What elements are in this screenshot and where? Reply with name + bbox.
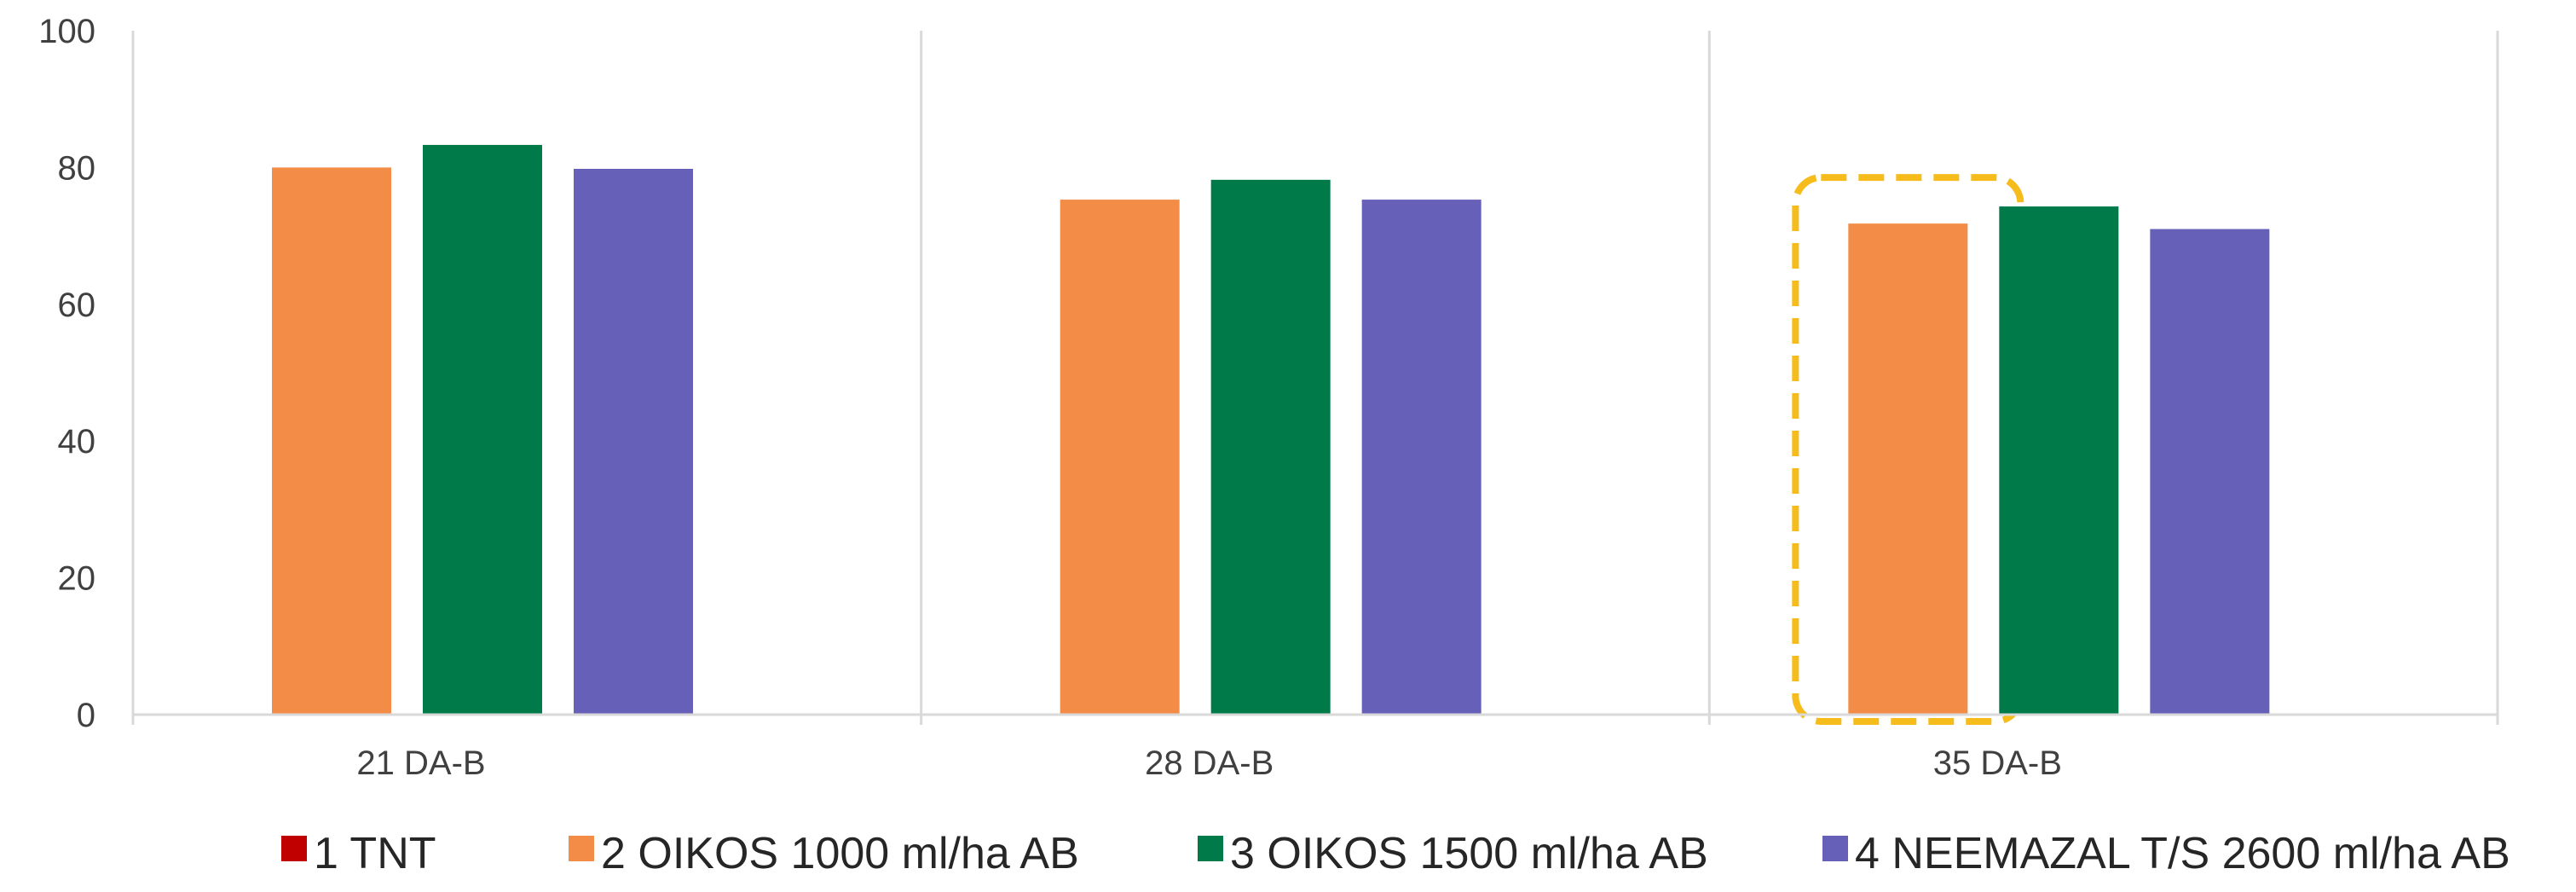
- legend: 1 TNT 2 OIKOS 1000 ml/ha AB 3 OIKOS 1500 m…: [281, 829, 2510, 878]
- legend-label: 4 NEEMAZAL T/S 2600 ml/ha AB: [1855, 829, 2510, 878]
- legend-swatch-1-tnt: [281, 836, 307, 861]
- bar-3-oikos-1500-ml-ha-ab-21-da-b: [423, 144, 542, 715]
- bar-3-oikos-1500-ml-ha-ab-28-da-b: [1210, 179, 1331, 715]
- bar-4-neemazal-t-s-2600-ml-ha-ab-35-da-b: [2150, 229, 2270, 715]
- y-tick-label: 60: [58, 287, 96, 324]
- y-tick-label: 40: [58, 423, 96, 460]
- bar-3-oikos-1500-ml-ha-ab-35-da-b: [1999, 206, 2119, 715]
- y-tick-label: 100: [38, 13, 95, 50]
- x-tick-label: 28 DA-B: [1145, 744, 1274, 782]
- legend-swatch-4-neemazal-t-s-2600-ml-ha-ab: [1822, 836, 1848, 861]
- legend-swatch-2-oikos-1000-ml-ha-ab: [569, 836, 594, 861]
- y-tick-label: 0: [77, 697, 95, 734]
- bar-2-oikos-1000-ml-ha-ab-21-da-b: [272, 167, 391, 715]
- grid: [131, 31, 2499, 725]
- legend-label: 1 TNT: [314, 829, 436, 878]
- x-tick-label: 35 DA-B: [1933, 744, 2062, 782]
- legend-label: 3 OIKOS 1500 ml/ha AB: [1230, 829, 1708, 878]
- bar-2-oikos-1000-ml-ha-ab-35-da-b: [1848, 223, 1968, 715]
- bars: [272, 144, 2270, 725]
- axes: 0 20 40 60 80 100 21 DA-B 28 DA-B 35 DA-B: [38, 13, 2498, 782]
- bar-2-oikos-1000-ml-ha-ab-28-da-b: [1060, 200, 1180, 715]
- x-tick-label: 21 DA-B: [356, 744, 485, 782]
- y-tick-label: 80: [58, 149, 96, 187]
- bar-4-neemazal-t-s-2600-ml-ha-ab-28-da-b: [1361, 200, 1481, 715]
- bar-4-neemazal-t-s-2600-ml-ha-ab-21-da-b: [574, 169, 693, 715]
- legend-label: 2 OIKOS 1000 ml/ha AB: [601, 829, 1079, 878]
- legend-swatch-3-oikos-1500-ml-ha-ab: [1198, 836, 1223, 861]
- y-tick-label: 20: [58, 560, 96, 598]
